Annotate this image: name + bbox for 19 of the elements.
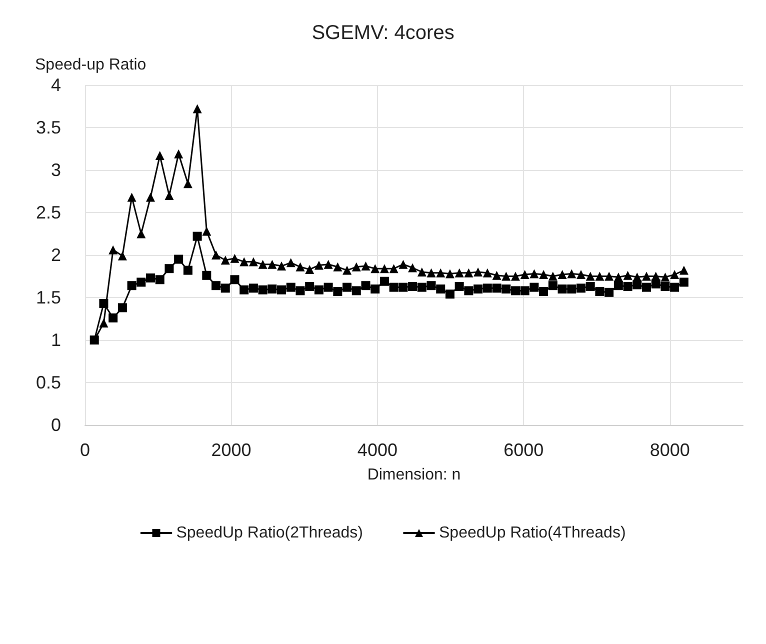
x-tick-label: 6000 bbox=[504, 440, 544, 460]
y-tick-label: 2 bbox=[50, 245, 61, 265]
legend-label: SpeedUp Ratio(2Threads) bbox=[176, 524, 363, 542]
y-tick-label: 1 bbox=[50, 330, 61, 350]
y-axis-title: Speed-up Ratio bbox=[35, 56, 146, 74]
y-tick-label: 1.5 bbox=[36, 288, 61, 308]
x-tick-label: 8000 bbox=[650, 440, 690, 460]
legend-label: SpeedUp Ratio(4Threads) bbox=[439, 524, 626, 542]
y-tick-label: 3.5 bbox=[36, 118, 61, 138]
x-axis-title: Dimension: n bbox=[367, 466, 461, 484]
y-tick-label: 3 bbox=[50, 160, 61, 180]
y-tick-label: 0 bbox=[50, 415, 61, 435]
y-tick-label: 4 bbox=[50, 75, 61, 95]
x-tick-label: 4000 bbox=[357, 440, 398, 460]
y-tick-label: 2.5 bbox=[36, 202, 61, 222]
x-tick-label: 2000 bbox=[211, 440, 252, 460]
x-tick-label: 0 bbox=[80, 440, 90, 460]
chart-title: SGEMV: 4cores bbox=[312, 22, 454, 44]
y-tick-label: 0.5 bbox=[36, 372, 61, 392]
